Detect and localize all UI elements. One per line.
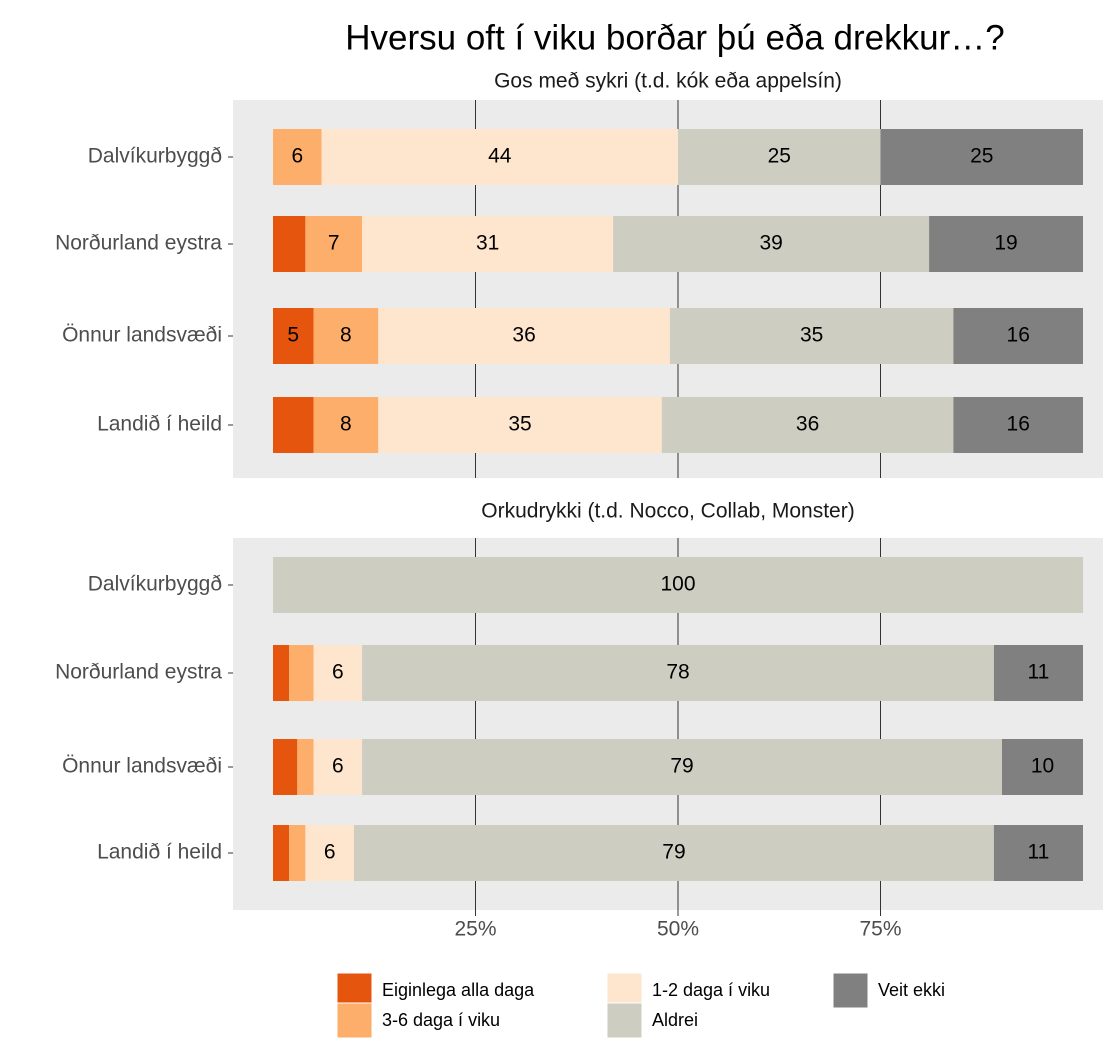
data-label: 25 xyxy=(970,145,993,168)
bar-segment xyxy=(273,825,290,881)
y-tick-label: Önnur landsvæði xyxy=(62,755,222,778)
legend-key xyxy=(606,972,643,1009)
bar-segment xyxy=(661,397,954,453)
legend-label: Aldrei xyxy=(652,1010,698,1030)
legend-label: 1-2 daga í viku xyxy=(652,980,770,1000)
bar-segment xyxy=(273,216,306,272)
panel-title: Gos með sykri (t.d. kók eða appelsín) xyxy=(494,70,842,93)
bar-segment xyxy=(953,308,1083,364)
legend-key xyxy=(606,1002,643,1039)
bar-segment xyxy=(273,739,298,795)
bar-segment xyxy=(880,129,1083,185)
data-label: 78 xyxy=(666,661,689,684)
bar-segment xyxy=(953,397,1083,453)
data-label: 100 xyxy=(660,573,695,596)
bar-segment xyxy=(273,557,1083,613)
data-label: 16 xyxy=(1007,413,1030,436)
bar-segment xyxy=(313,397,379,453)
data-label: 11 xyxy=(1028,661,1050,684)
bar-segment xyxy=(273,308,314,364)
data-label: 79 xyxy=(662,841,685,864)
data-label: 6 xyxy=(324,841,336,864)
data-label: 25 xyxy=(768,145,791,168)
data-label: 35 xyxy=(508,413,531,436)
legend-label: Veit ekki xyxy=(878,980,945,1000)
data-label: 44 xyxy=(488,145,512,168)
data-label: 16 xyxy=(1007,324,1030,347)
panel-title: Orkudrykki (t.d. Nocco, Collab, Monster) xyxy=(481,500,854,523)
bar-segment xyxy=(321,129,678,185)
data-label: 8 xyxy=(340,324,352,347)
data-label: 11 xyxy=(1028,841,1050,864)
data-label: 10 xyxy=(1031,755,1054,778)
x-tick-label: 75% xyxy=(859,918,901,941)
data-label: 7 xyxy=(328,232,340,255)
bar-segment xyxy=(354,825,994,881)
data-label: 6 xyxy=(332,755,344,778)
data-label: 35 xyxy=(800,324,823,347)
bar-segment xyxy=(378,397,662,453)
y-tick-label: Önnur landsvæði xyxy=(62,324,222,347)
data-label: 8 xyxy=(340,413,352,436)
data-label: 19 xyxy=(994,232,1017,255)
bar-segment xyxy=(929,216,1083,272)
bar-segment xyxy=(313,308,379,364)
bar-segment xyxy=(273,129,322,185)
bar-segment xyxy=(362,739,1003,795)
data-label: 36 xyxy=(512,324,535,347)
bar-segment xyxy=(362,216,614,272)
bar-segment xyxy=(362,645,994,701)
data-label: 79 xyxy=(670,755,693,778)
bar-segment xyxy=(289,645,314,701)
y-tick-label: Landið í heild xyxy=(97,841,222,864)
y-tick-label: Landið í heild xyxy=(97,413,222,436)
x-tick-label: 50% xyxy=(657,918,699,941)
legend-key xyxy=(336,1002,373,1039)
bar-segment xyxy=(297,739,314,795)
x-tick-label: 25% xyxy=(454,918,496,941)
bar-segment xyxy=(273,645,290,701)
legend-key xyxy=(832,972,869,1009)
data-label: 6 xyxy=(332,661,344,684)
bar-segment xyxy=(305,825,354,881)
bar-segment xyxy=(313,739,363,795)
y-tick-label: Norðurland eystra xyxy=(55,232,222,255)
bar-segment xyxy=(305,216,363,272)
data-label: 39 xyxy=(759,232,782,255)
legend-label: 3-6 daga í viku xyxy=(382,1010,500,1030)
data-label: 31 xyxy=(476,232,499,255)
bar-segment xyxy=(1002,739,1083,795)
data-label: 36 xyxy=(796,413,819,436)
bar-segment xyxy=(289,825,306,881)
y-tick-label: Norðurland eystra xyxy=(55,661,222,684)
bar-segment xyxy=(378,308,670,364)
bar-segment xyxy=(993,825,1083,881)
y-tick-label: Dalvíkurbyggð xyxy=(88,573,222,596)
bar-segment xyxy=(313,645,363,701)
bar-segment xyxy=(993,645,1083,701)
data-label: 6 xyxy=(291,145,303,168)
bar-segment xyxy=(678,129,881,185)
bar-segment xyxy=(613,216,930,272)
bar-segment xyxy=(669,308,954,364)
chart-title: Hversu oft í viku borðar þú eða drekkur…… xyxy=(345,18,1004,57)
bar-segment xyxy=(273,397,314,453)
y-tick-label: Dalvíkurbyggð xyxy=(88,145,222,168)
data-label: 5 xyxy=(287,324,299,347)
legend-label: Eiginlega alla daga xyxy=(382,980,535,1000)
